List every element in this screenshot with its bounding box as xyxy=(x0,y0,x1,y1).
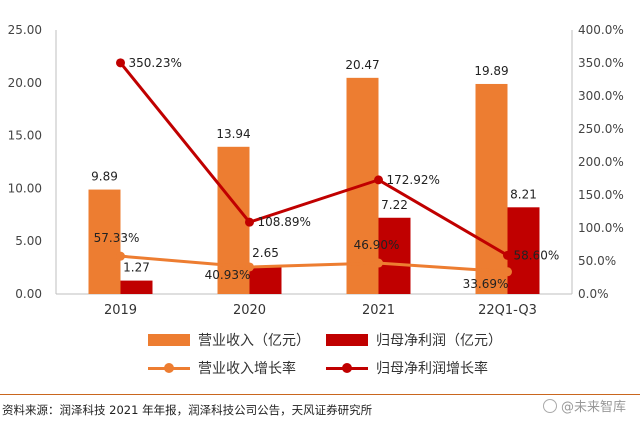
legend-item-net-profit-growth: 归母净利润增长率 xyxy=(326,358,488,378)
line-data-label: 350.23% xyxy=(129,56,182,70)
bar-net-profit xyxy=(507,207,540,294)
bar-data-label: 1.27 xyxy=(123,261,150,275)
bar-data-label: 13.94 xyxy=(216,127,250,141)
y-left-tick-label: 10.00 xyxy=(8,181,42,195)
watermark: @未来智库 xyxy=(542,396,626,415)
bar-revenue xyxy=(217,146,250,294)
bar-data-label: 20.47 xyxy=(345,58,379,72)
line-point xyxy=(245,262,254,272)
legend-swatch-revenue-growth xyxy=(148,361,190,375)
y-right-tick-label: 300.0% xyxy=(578,89,624,103)
line-point xyxy=(374,258,383,268)
line-data-label: 40.93% xyxy=(205,268,251,282)
x-tick-label: 22Q1-Q3 xyxy=(478,303,537,318)
y-right-tick-label: 50.0% xyxy=(578,254,616,268)
y-left-tick-label: 0.00 xyxy=(15,287,42,301)
axes: 0.00 5.00 10.00 15.00 20.00 25.00 0.0% 50.0% 100… xyxy=(8,23,624,318)
source-divider xyxy=(0,394,640,395)
line-net-profit-growth xyxy=(119,61,509,257)
y-left-tick-label: 15.00 xyxy=(8,129,42,143)
line-data-label: 58.60% xyxy=(514,248,560,262)
circle-logo-icon xyxy=(542,398,557,413)
line-point xyxy=(245,217,254,227)
bar-data-label: 2.65 xyxy=(252,246,279,260)
data-labels: 9.89 13.94 20.47 19.89 1.27 2.65 7.22 8.21 57.33… xyxy=(91,56,559,291)
bar-net-profit xyxy=(120,280,153,294)
x-tick-label: 2019 xyxy=(104,303,137,318)
line-data-label: 33.69% xyxy=(463,277,509,291)
lines xyxy=(116,58,512,277)
legend-label-net-profit-growth: 归母净利润增长率 xyxy=(376,361,488,377)
legend-label-revenue-growth: 营业收入增长率 xyxy=(198,361,296,377)
legend-swatch-net-profit-growth xyxy=(326,361,368,375)
line-data-label: 46.90% xyxy=(354,238,400,252)
bar-data-label: 19.89 xyxy=(474,64,508,78)
y-left-tick-label: 25.00 xyxy=(8,23,42,37)
x-tick-label: 2021 xyxy=(362,303,395,318)
bar-data-label: 8.21 xyxy=(510,187,537,201)
line-data-label: 57.33% xyxy=(94,231,140,245)
watermark-text: @未来智库 xyxy=(560,400,626,415)
legend-item-revenue-growth: 营业收入增长率 xyxy=(148,358,296,378)
line-point xyxy=(116,58,125,68)
bars xyxy=(88,77,540,295)
line-point xyxy=(116,251,125,261)
line-point xyxy=(503,250,512,260)
y-right-tick-label: 150.0% xyxy=(578,188,624,202)
y-right-tick-label: 400.0% xyxy=(578,23,624,37)
y-right-tick-label: 0.0% xyxy=(578,287,609,301)
legend-label-revenue: 营业收入（亿元） xyxy=(198,333,310,349)
legend-item-revenue: 营业收入（亿元） xyxy=(148,330,310,350)
x-tick-label: 2020 xyxy=(233,303,266,318)
y-right-tick-label: 250.0% xyxy=(578,122,624,136)
line-revenue-growth xyxy=(120,254,508,274)
legend-item-net-profit: 归母净利润（亿元） xyxy=(326,330,502,350)
y-right-tick-label: 200.0% xyxy=(578,155,624,169)
y-right-tick-label: 350.0% xyxy=(578,56,624,70)
y-left-tick-label: 20.00 xyxy=(8,76,42,90)
line-point xyxy=(374,175,383,185)
legend-swatch-revenue xyxy=(148,334,190,346)
y-left-tick-label: 5.00 xyxy=(15,234,42,248)
line-data-label: 108.89% xyxy=(258,215,311,229)
line-point xyxy=(503,267,512,277)
source-note: 资料来源：润泽科技 2021 年年报，润泽科技公司公告，天风证券研究所 xyxy=(2,403,373,417)
bar-data-label: 7.22 xyxy=(381,198,408,212)
bar-revenue xyxy=(88,189,121,294)
bar-revenue xyxy=(475,83,508,294)
legend-swatch-net-profit xyxy=(326,334,368,346)
bar-net-profit xyxy=(378,217,411,294)
legend-label-net-profit: 归母净利润（亿元） xyxy=(376,333,502,349)
bar-data-label: 9.89 xyxy=(91,170,118,184)
combo-chart: 0.00 5.00 10.00 15.00 20.00 25.00 0.0% 50.0% 100… xyxy=(8,23,624,318)
y-right-tick-label: 100.0% xyxy=(578,221,624,235)
bar-net-profit xyxy=(249,266,282,294)
line-data-label: 172.92% xyxy=(387,173,440,187)
